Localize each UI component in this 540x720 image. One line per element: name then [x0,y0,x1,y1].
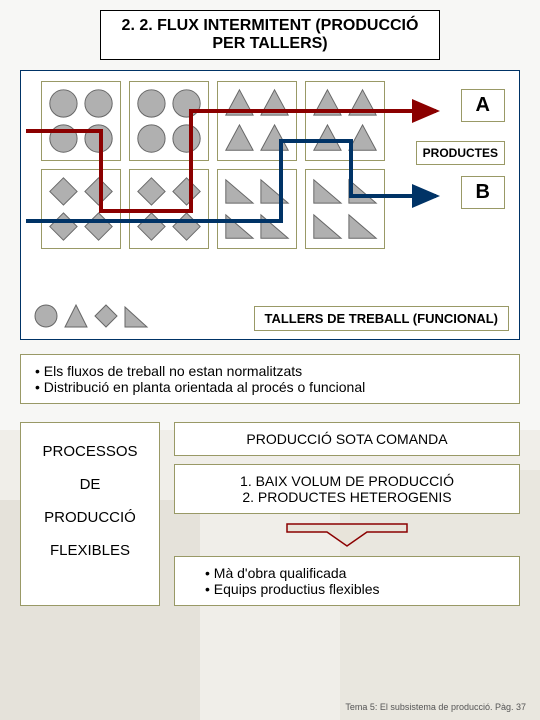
right-column: PRODUCCIÓ SOTA COMANDA 1. BAIX VOLUM DE … [174,422,520,606]
down-arrow-icon [174,522,520,548]
lower-section: PROCESSOS DE PRODUCCIÓ FLEXIBLES PRODUCC… [20,422,520,606]
bullet-1: • Els fluxos de treball no estan normali… [35,363,505,379]
tallers-label: TALLERS DE TREBALL (FUNCIONAL) [254,306,510,331]
left-line-2: DE [29,468,151,501]
right-box-bottom: • Mà d'obra qualificada • Equips product… [174,556,520,606]
left-line-4: FLEXIBLES [29,534,151,567]
slide-title: 2. 2. FLUX INTERMITENT (PRODUCCIÓ PER TA… [100,10,440,60]
product-a-label: A [461,89,505,122]
slide-footer: Tema 5: El subsistema de producció. Pàg.… [345,702,526,712]
productes-label: PRODUCTES [416,141,505,165]
bullet-box: • Els fluxos de treball no estan normali… [20,354,520,404]
left-line-1: PROCESSOS [29,435,151,468]
bullet-2: • Distribució en planta orientada al pro… [35,379,505,395]
legend-shapes [33,301,153,331]
left-column: PROCESSOS DE PRODUCCIÓ FLEXIBLES [20,422,160,606]
right-box-mid: 1. BAIX VOLUM DE PRODUCCIÓ 2. PRODUCTES … [174,464,520,514]
right-box-top: PRODUCCIÓ SOTA COMANDA [174,422,520,456]
product-b-label: B [461,176,505,209]
flow-arrows [41,81,401,261]
workshop-diagram: A PRODUCTES B TALLERS DE TREBALL (FUNCIO… [20,70,520,340]
left-line-3: PRODUCCIÓ [29,501,151,534]
